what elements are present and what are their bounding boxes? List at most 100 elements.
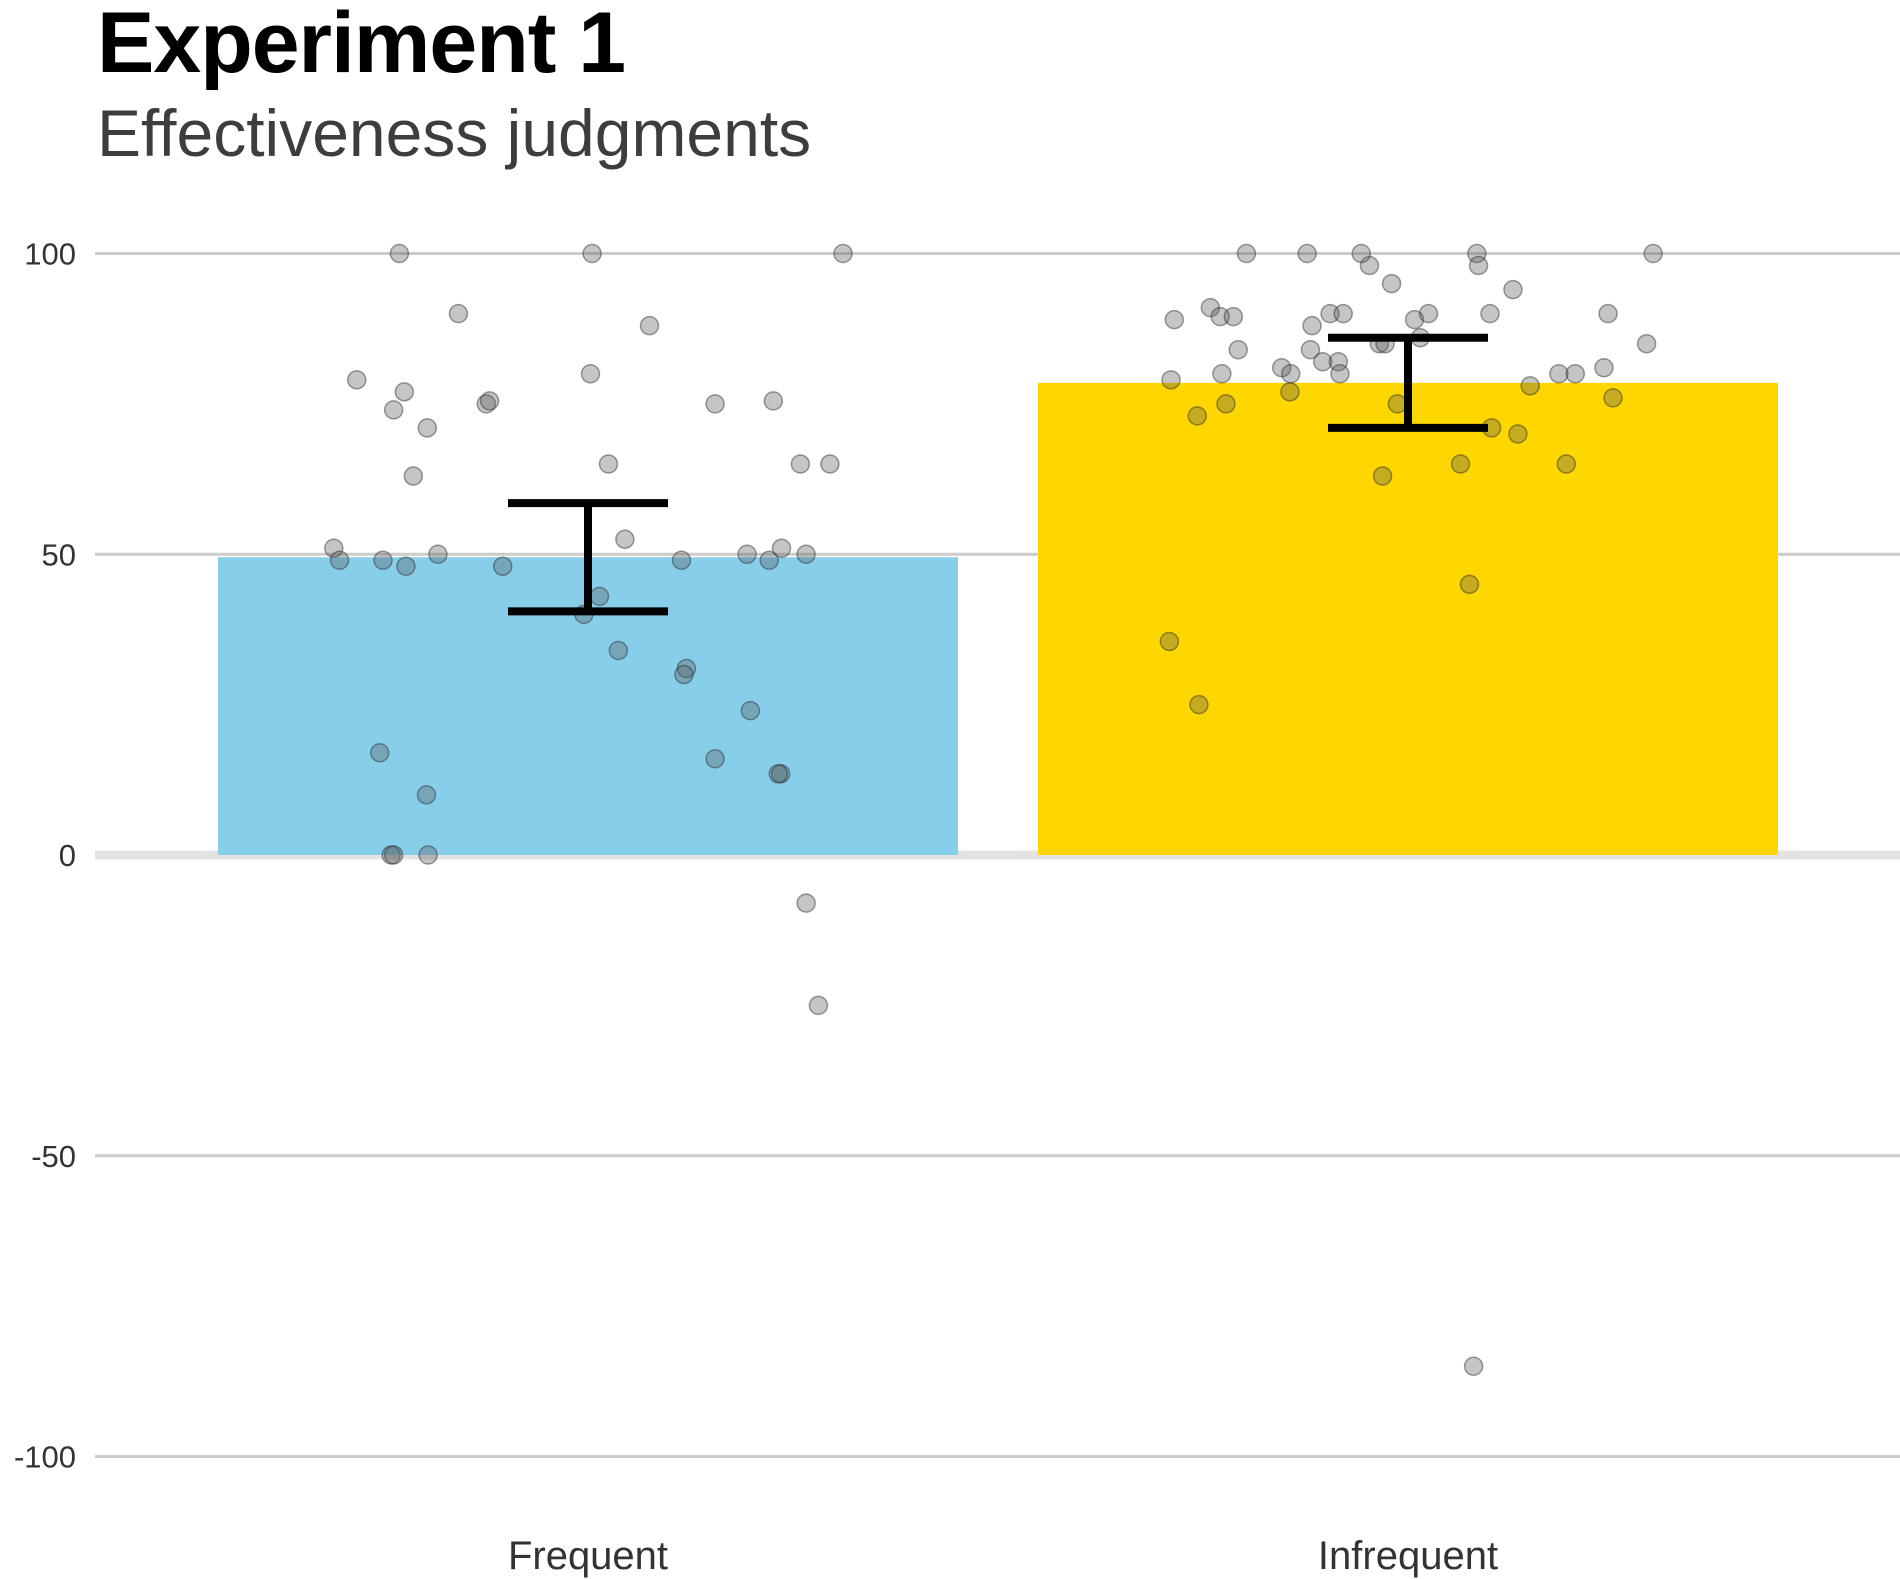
data-point — [674, 664, 694, 685]
data-point — [373, 550, 393, 571]
data-point — [1210, 306, 1230, 327]
data-point — [1189, 694, 1209, 715]
data-point — [1223, 306, 1244, 327]
data-point — [1468, 255, 1489, 276]
y-tick-label: -50 — [31, 1139, 76, 1174]
data-point — [770, 764, 791, 784]
data-point — [1280, 364, 1301, 384]
data-point — [705, 749, 725, 769]
chart-subtitle: Effectiveness judgments — [97, 96, 812, 170]
data-point — [615, 529, 635, 549]
data-points — [324, 243, 1663, 1377]
data-point — [1387, 394, 1408, 414]
data-point — [369, 742, 390, 763]
data-point — [1636, 333, 1657, 354]
data-point — [1300, 339, 1321, 360]
error-bars — [508, 333, 1488, 616]
data-point — [403, 466, 424, 486]
data-point — [1187, 406, 1208, 426]
x-tick-label: Infrequent — [1318, 1534, 1498, 1578]
data-point — [768, 764, 788, 784]
data-point — [790, 454, 811, 474]
data-point — [1450, 454, 1471, 474]
data-point — [1381, 273, 1402, 294]
data-point — [1359, 255, 1380, 276]
data-point — [476, 394, 497, 414]
data-point — [1212, 364, 1232, 384]
data-point — [347, 370, 367, 390]
data-point — [324, 538, 344, 558]
data-point — [1520, 376, 1540, 396]
data-point — [1280, 382, 1300, 402]
data-point — [598, 454, 619, 474]
data-point — [671, 550, 692, 571]
bars — [218, 382, 1778, 855]
data-point — [389, 243, 410, 264]
data-point — [1549, 364, 1569, 384]
data-point — [820, 454, 840, 474]
data-point — [740, 700, 761, 721]
data-point — [1328, 352, 1349, 372]
y-tick-label: 50 — [42, 537, 76, 572]
data-point — [479, 391, 500, 411]
data-point — [1351, 243, 1372, 264]
data-point — [1603, 388, 1623, 408]
data-point — [1330, 364, 1350, 384]
data-point — [1333, 303, 1353, 324]
data-point — [1459, 574, 1480, 595]
data-point — [639, 315, 660, 336]
data-point — [428, 544, 448, 564]
data-point — [1236, 243, 1257, 264]
data-point — [1216, 394, 1236, 414]
x-tick-label: Frequent — [508, 1534, 668, 1578]
data-point — [1200, 297, 1221, 318]
data-point — [1228, 339, 1249, 360]
data-point — [763, 391, 784, 411]
error-bar-frequent — [508, 499, 668, 616]
x-axis-ticks: Frequent Infrequent — [508, 1534, 1498, 1578]
data-point — [608, 640, 629, 661]
data-point — [1159, 631, 1180, 652]
data-point — [383, 845, 404, 865]
y-tick-label: 0 — [59, 838, 76, 873]
data-point — [1643, 243, 1663, 264]
data-point — [1161, 370, 1181, 390]
data-point — [1418, 303, 1439, 324]
data-point — [1565, 364, 1586, 384]
y-axis-ticks: -100 -50 0 50 100 — [14, 237, 76, 1475]
data-point — [580, 364, 601, 384]
data-point — [1372, 466, 1393, 486]
data-point — [394, 382, 415, 402]
data-point — [705, 394, 725, 414]
data-point — [676, 658, 697, 679]
y-tick-label: -100 — [14, 1440, 76, 1475]
data-point — [1467, 243, 1487, 264]
data-point — [383, 400, 404, 420]
data-point — [416, 785, 437, 805]
data-point — [417, 418, 438, 438]
data-point — [1271, 358, 1292, 378]
data-point — [1508, 424, 1528, 444]
chart-title: Experiment 1 — [97, 0, 626, 91]
data-point — [737, 544, 757, 564]
data-point — [396, 556, 416, 577]
data-point — [1503, 279, 1523, 300]
data-point — [796, 893, 816, 913]
y-tick-label: 100 — [24, 237, 76, 272]
data-point — [492, 556, 513, 577]
data-point — [1312, 352, 1333, 372]
data-point — [1463, 1356, 1484, 1377]
data-point — [796, 544, 816, 564]
data-point — [1320, 303, 1340, 324]
data-point — [833, 243, 853, 264]
bar-infrequent — [1038, 382, 1778, 855]
data-point — [1556, 454, 1577, 474]
data-point — [381, 845, 401, 865]
data-point — [1480, 303, 1500, 324]
data-point — [1297, 243, 1317, 264]
error-bar-infrequent — [1328, 333, 1488, 432]
data-point — [1302, 315, 1322, 336]
data-point — [771, 538, 792, 558]
data-point — [759, 550, 779, 571]
